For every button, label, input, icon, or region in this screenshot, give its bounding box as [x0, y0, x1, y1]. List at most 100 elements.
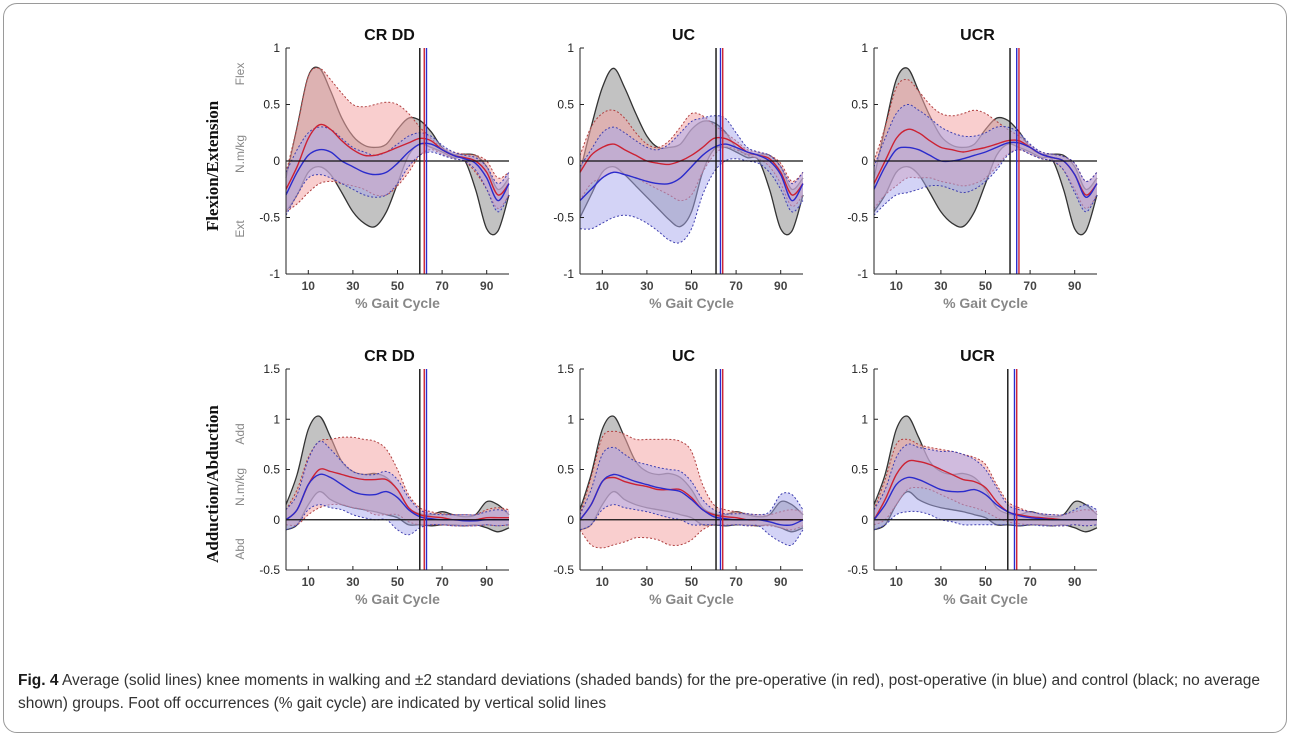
- figure-frame: Flexion/Extension Adduction/Abduction Fl…: [3, 3, 1287, 733]
- sd-band-post-op: [874, 104, 1097, 216]
- y-tick-label: 1: [861, 412, 868, 426]
- x-tick-label: 70: [435, 575, 449, 589]
- chart-title: CR DD: [364, 348, 415, 365]
- x-tick-label: 10: [596, 575, 610, 589]
- mean-line-post-op: [579, 473, 804, 526]
- x-tick-label: 50: [391, 575, 405, 589]
- sd-upper-edge-post-op: [285, 126, 510, 185]
- x-tick-label: 90: [774, 279, 788, 293]
- y-tick-label: -1: [563, 267, 574, 281]
- y-tick-label: 0: [273, 154, 280, 168]
- y-tick-label: -0.5: [847, 211, 868, 225]
- y-tick-label: 0.5: [851, 463, 868, 477]
- x-tick-label: 30: [640, 279, 654, 293]
- x-tick-label: 90: [1068, 575, 1082, 589]
- chart-panel-4: CR DD -0.5 0 0.5 1 1.5 10 30 50 70 90 % Gait Cycle: [259, 348, 510, 607]
- y-tick-label: 0.5: [557, 463, 574, 477]
- sd-upper-edge-post-op: [873, 443, 1098, 516]
- row-label-flexion-extension: Flexion/Extension: [203, 100, 222, 231]
- y-tick-label: -0.5: [553, 563, 574, 577]
- y-tick-label: -0.5: [847, 563, 868, 577]
- chart-panel-1: CR DD -1 -0.5 0 0.5 1 10 30 50 70 90 % Gait Cycle: [259, 27, 510, 311]
- chart-title: UCR: [960, 348, 995, 365]
- mean-line-post-op: [285, 473, 509, 522]
- y-tick-label: 1: [861, 41, 868, 55]
- mean-line-post-op: [579, 143, 804, 202]
- x-axis-label: % Gait Cycle: [943, 295, 1028, 311]
- sd-band-post-op: [286, 441, 509, 535]
- x-axis-label: % Gait Cycle: [649, 591, 734, 607]
- sd-upper-edge-post-op: [285, 440, 510, 516]
- x-tick-label: 70: [1023, 575, 1037, 589]
- x-axis-label: % Gait Cycle: [355, 295, 440, 311]
- y-tick-label: -1: [857, 267, 868, 281]
- y-tick-label: 1: [567, 41, 574, 55]
- sd-upper-edge-post-op: [579, 446, 804, 516]
- chart-panel-5: UC -0.5 0 0.5 1 1.5 10 30 50 70 90 % Gait Cycle: [553, 348, 804, 607]
- chart-title: UC: [672, 27, 696, 44]
- y-tick-label: 0: [567, 513, 574, 527]
- sd-lower-edge-post-op: [873, 149, 1098, 216]
- y-tick-label: -0.5: [553, 211, 574, 225]
- y-tick-label: 0: [861, 154, 868, 168]
- x-tick-label: 50: [979, 279, 993, 293]
- sd-upper-edge-pre-op: [873, 438, 1098, 516]
- x-tick-label: 10: [890, 279, 904, 293]
- y-tick-label: 0: [567, 154, 574, 168]
- sd-upper-edge-post-op: [579, 115, 804, 185]
- y-tick-label: 0.5: [263, 463, 280, 477]
- y-tick-label: 0.5: [557, 98, 574, 112]
- y-tick-label: 1.5: [851, 362, 868, 376]
- mean-line-post-op: [873, 141, 1098, 198]
- x-tick-label: 90: [774, 575, 788, 589]
- abd-direction-label: Abd: [233, 538, 247, 559]
- x-tick-label: 70: [729, 575, 743, 589]
- y-tick-label: 0: [861, 513, 868, 527]
- chart-panel-2: UC -1 -0.5 0 0.5 1 10 30 50 70 90 % Gait Cycle: [553, 27, 804, 311]
- y-tick-label: -0.5: [259, 563, 280, 577]
- y-tick-label: 0.5: [263, 98, 280, 112]
- x-tick-label: 50: [391, 279, 405, 293]
- x-tick-label: 30: [934, 575, 948, 589]
- y-tick-label: -0.5: [259, 211, 280, 225]
- add-direction-label: Add: [233, 423, 247, 444]
- mean-line-pre-op: [579, 136, 804, 196]
- figure-plots: Flexion/Extension Adduction/Abduction Fl…: [203, 27, 1098, 607]
- x-tick-label: 10: [596, 279, 610, 293]
- x-tick-label: 90: [1068, 279, 1082, 293]
- row-label-adduction-abduction: Adduction/Abduction: [203, 405, 222, 563]
- caption-text: Average (solid lines) knee moments in wa…: [18, 672, 1261, 712]
- x-tick-label: 50: [685, 575, 699, 589]
- y-tick-label: 1.5: [557, 362, 574, 376]
- x-tick-label: 10: [302, 575, 316, 589]
- x-tick-label: 30: [934, 279, 948, 293]
- figure-caption: Fig. 4 Average (solid lines) knee moment…: [18, 669, 1280, 715]
- sd-lower-edge-post-op: [579, 504, 804, 546]
- chart-title: UC: [672, 348, 696, 365]
- sd-upper-edge-post-op: [873, 103, 1098, 182]
- x-tick-label: 50: [685, 279, 699, 293]
- chart-title: UCR: [960, 27, 995, 44]
- x-tick-label: 90: [480, 575, 494, 589]
- chart-panel-3: UCR -1 -0.5 0 0.5 1 10 30 50 70 90 % Gait Cycle: [847, 27, 1098, 311]
- y-tick-label: 1: [273, 41, 280, 55]
- flex-direction-label: Flex: [233, 63, 247, 86]
- sd-upper-edge-pre-op: [579, 109, 804, 182]
- sd-lower-edge-post-op: [285, 151, 510, 216]
- caption-label: Fig. 4: [18, 672, 59, 689]
- x-tick-label: 30: [640, 575, 654, 589]
- x-tick-label: 70: [435, 279, 449, 293]
- bottom-unit-label: N.m/kg: [233, 468, 247, 506]
- x-tick-label: 70: [729, 279, 743, 293]
- x-tick-label: 50: [979, 575, 993, 589]
- y-tick-label: 1: [273, 412, 280, 426]
- x-axis-label: % Gait Cycle: [355, 591, 440, 607]
- x-tick-label: 10: [890, 575, 904, 589]
- x-tick-label: 70: [1023, 279, 1037, 293]
- x-tick-label: 90: [480, 279, 494, 293]
- y-tick-label: 0.5: [851, 98, 868, 112]
- sd-band-post-op: [580, 447, 803, 546]
- x-axis-label: % Gait Cycle: [649, 295, 734, 311]
- mean-line-pre-op: [285, 123, 510, 196]
